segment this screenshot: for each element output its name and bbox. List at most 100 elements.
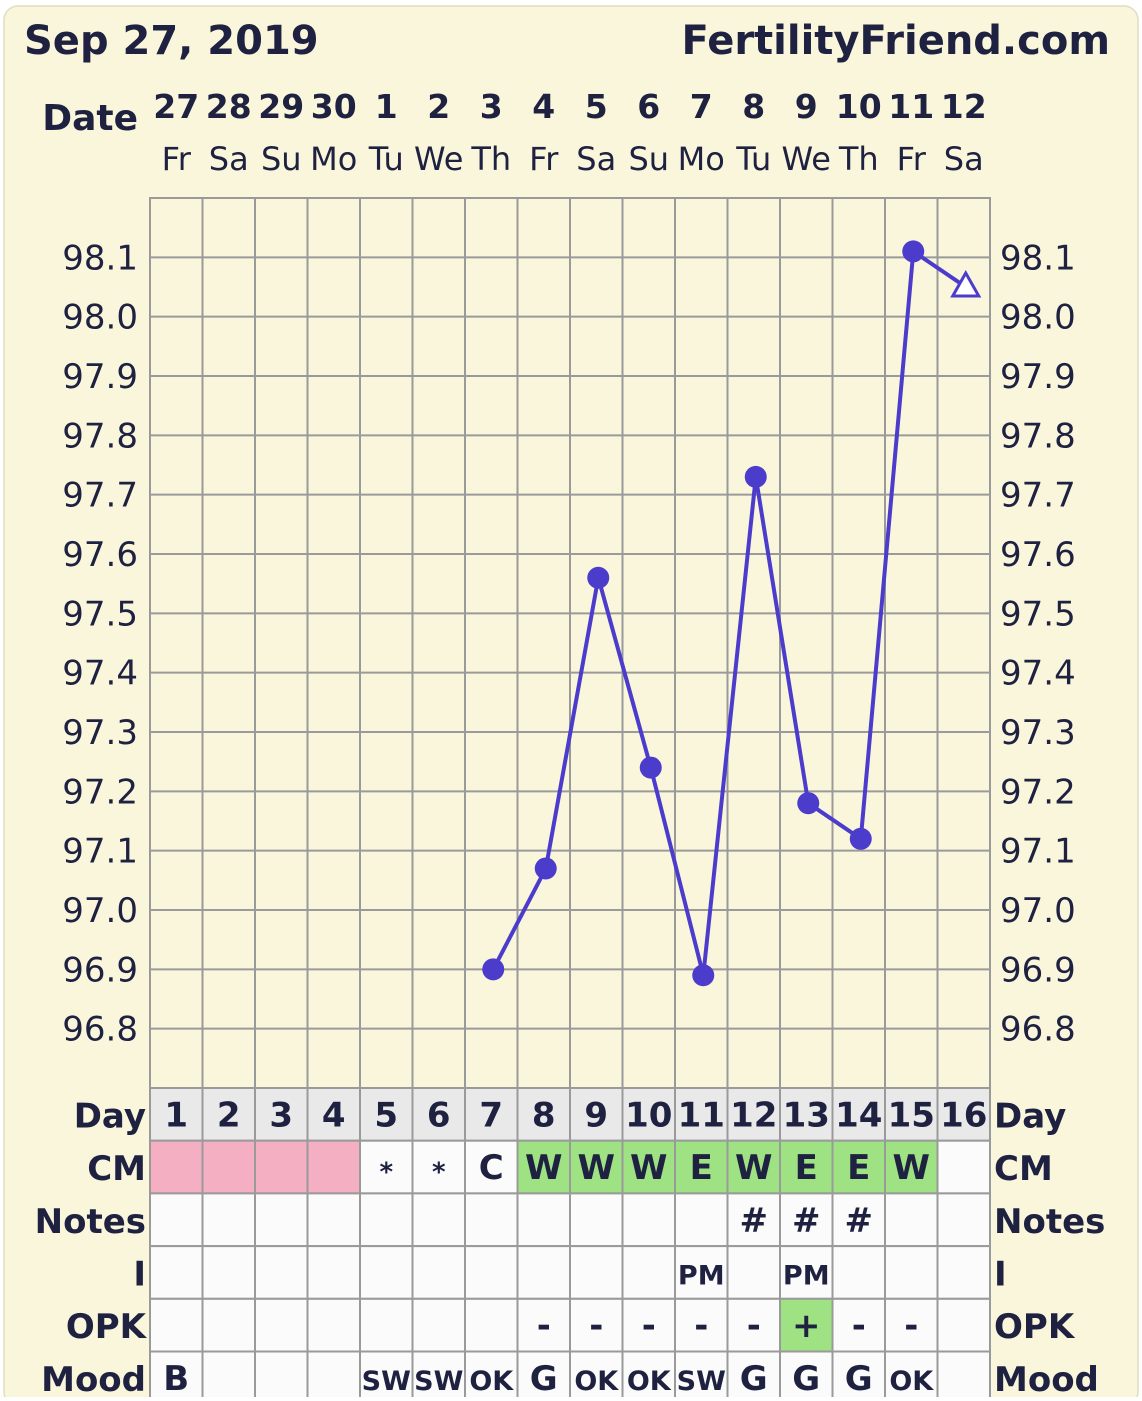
row-cell xyxy=(936,1087,991,1142)
row-cell-value: PM xyxy=(783,1260,830,1291)
row-cell-value: OK xyxy=(469,1366,514,1397)
row-cell xyxy=(779,1350,834,1401)
row-cell-value: W xyxy=(525,1148,563,1188)
y-tick-label-left: 97.4 xyxy=(62,654,138,694)
y-tick-label-right: 97.2 xyxy=(1000,772,1076,812)
row-cell xyxy=(201,1297,256,1353)
y-tick-label-left: 97.3 xyxy=(62,713,138,753)
row-cell xyxy=(359,1350,414,1401)
weekday-tick-label: Fr xyxy=(529,140,559,178)
weekday-tick-label: Fr xyxy=(897,140,927,178)
row-cell-value: OK xyxy=(889,1366,934,1397)
date-tick-label: 12 xyxy=(941,87,987,126)
cell-backgrounds xyxy=(149,1087,991,1401)
y-tick-label-left: 98.0 xyxy=(62,298,138,338)
row-cell-value: 12 xyxy=(730,1095,777,1135)
row-cell xyxy=(306,1245,361,1300)
row-cell xyxy=(569,1192,624,1248)
row-cell xyxy=(726,1350,781,1401)
weekday-tick-label: Su xyxy=(628,140,669,178)
y-tick-label-left: 97.1 xyxy=(62,832,138,872)
row-cell-value: G xyxy=(792,1359,820,1397)
row-cell-value: 16 xyxy=(940,1095,987,1135)
row-cell xyxy=(936,1139,991,1195)
row-cell xyxy=(936,1245,991,1300)
date-tick-label: 30 xyxy=(311,87,357,126)
row-cell-value: G xyxy=(740,1359,768,1397)
row-cell-value: W xyxy=(735,1148,773,1188)
row-cell-value: 3 xyxy=(269,1095,293,1135)
row-cell xyxy=(464,1245,519,1300)
row-cell-value: 7 xyxy=(479,1095,503,1135)
weekday-tick-label: Su xyxy=(261,140,302,178)
temperature-series xyxy=(482,240,982,987)
row-cell-value: - xyxy=(694,1306,708,1346)
temperature-point-triangle xyxy=(950,269,982,298)
row-cell xyxy=(831,1192,886,1248)
row-cell xyxy=(149,1139,204,1195)
y-tick-label-right: 97.0 xyxy=(1000,891,1076,931)
row-cell xyxy=(359,1245,414,1300)
weekday-tick-label: Sa xyxy=(576,140,616,178)
row-cell-value: 6 xyxy=(427,1095,451,1135)
row-cell xyxy=(726,1192,781,1248)
row-cell xyxy=(254,1139,309,1195)
row-cell-value: * xyxy=(432,1158,446,1188)
row-cell xyxy=(726,1087,781,1142)
row-cell-value: 15 xyxy=(888,1095,935,1135)
temperature-line xyxy=(491,249,967,978)
row-cell-value: E xyxy=(847,1148,870,1188)
row-cell-value: OK xyxy=(574,1366,619,1397)
row-cell xyxy=(831,1245,886,1300)
row-cell-value: SW xyxy=(677,1366,726,1397)
date-tick-label: 27 xyxy=(153,87,199,126)
row-cell-value: C xyxy=(479,1148,504,1188)
row-cell xyxy=(149,1245,204,1300)
row-cell-value: # xyxy=(740,1201,769,1241)
weekday-tick-label: Mo xyxy=(678,140,725,178)
row-cell-value: 2 xyxy=(217,1095,241,1135)
row-cell-value: - xyxy=(537,1306,551,1346)
row-cell-value: 10 xyxy=(625,1095,672,1135)
row-cell xyxy=(831,1297,886,1353)
date-tick-label: 9 xyxy=(795,87,818,126)
site-name: FertilityFriend.com xyxy=(681,18,1110,64)
weekday-tick-label: We xyxy=(414,140,463,178)
row-cell xyxy=(411,1350,466,1401)
row-cell xyxy=(621,1350,676,1401)
row-label-right: Notes xyxy=(994,1202,1105,1242)
row-cell-value: SW xyxy=(362,1366,411,1397)
date-tick-label: 29 xyxy=(258,87,304,126)
date-tick-label: 11 xyxy=(888,87,934,126)
date-tick-label: 1 xyxy=(375,87,398,126)
row-cell-value: E xyxy=(690,1148,713,1188)
row-cell-value: 11 xyxy=(678,1095,725,1135)
row-cell xyxy=(464,1087,519,1142)
weekday-tick-label: We xyxy=(782,140,831,178)
weekday-tick-label: Sa xyxy=(209,140,249,178)
weekday-tick-label: Th xyxy=(838,140,879,178)
row-label-left: I xyxy=(133,1254,146,1294)
row-label-right: Day xyxy=(994,1096,1066,1136)
row-cell-value: PM xyxy=(678,1260,725,1291)
row-cell-value: - xyxy=(904,1306,918,1346)
y-tick-label-right: 97.1 xyxy=(1000,832,1076,872)
row-cell-value: G xyxy=(845,1359,873,1397)
row-cell xyxy=(201,1139,256,1195)
row-cell-value: # xyxy=(792,1201,821,1241)
row-cell-value: 1 xyxy=(164,1095,188,1135)
row-cell xyxy=(306,1087,361,1142)
y-tick-label-right: 98.0 xyxy=(1000,298,1076,338)
row-cell-value: B xyxy=(163,1359,189,1397)
row-cell xyxy=(254,1192,309,1248)
row-cell xyxy=(464,1192,519,1248)
row-cell xyxy=(779,1139,834,1195)
row-label-right: OPK xyxy=(994,1307,1076,1347)
row-cell-value: W xyxy=(630,1148,668,1188)
row-cell-value: W xyxy=(892,1148,930,1188)
row-cell xyxy=(884,1087,939,1142)
row-cell xyxy=(411,1245,466,1300)
y-tick-label-right: 97.4 xyxy=(1000,654,1076,694)
y-tick-label-left: 97.8 xyxy=(62,416,138,456)
y-tick-label-right: 97.8 xyxy=(1000,416,1076,456)
